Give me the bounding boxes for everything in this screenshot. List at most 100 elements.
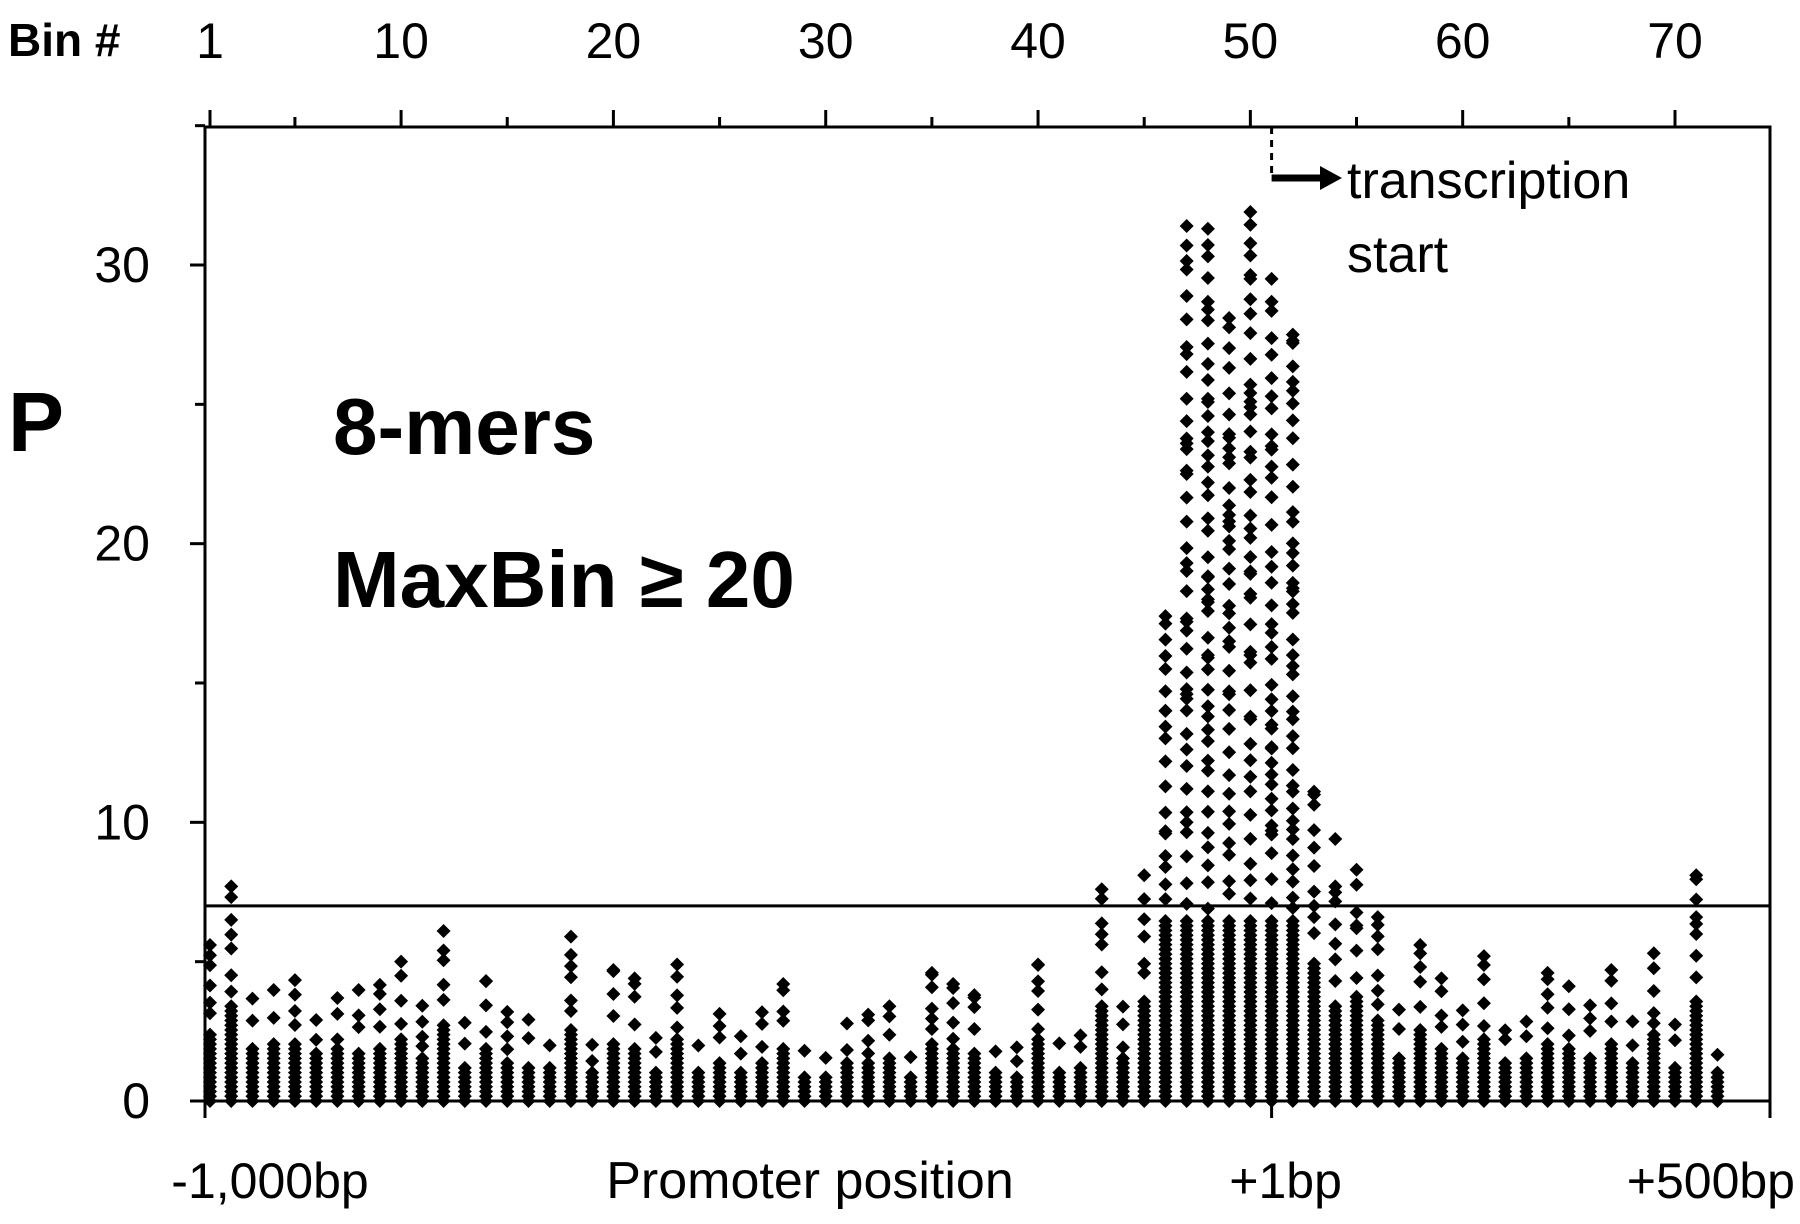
data-point (670, 1000, 685, 1015)
data-point (1307, 926, 1322, 941)
data-point (1264, 401, 1279, 416)
data-point (606, 963, 621, 978)
data-point (1285, 479, 1300, 494)
data-point (1604, 963, 1619, 978)
data-point (1264, 427, 1279, 442)
data-point (1179, 364, 1194, 379)
top-axis-label: Bin # (8, 14, 120, 66)
data-point (1179, 726, 1194, 741)
data-point (1200, 784, 1215, 799)
data-point (1243, 736, 1258, 751)
data-point (1179, 563, 1194, 578)
data-point (1264, 271, 1279, 286)
data-point (1222, 360, 1237, 375)
data-point (733, 1065, 748, 1080)
data-point (1137, 965, 1152, 980)
data-point (1243, 407, 1258, 422)
data-point (266, 1010, 281, 1025)
data-point (585, 1037, 600, 1052)
data-point (1285, 813, 1300, 828)
data-point (287, 987, 302, 1002)
data-point (776, 1041, 791, 1056)
data-point (1349, 989, 1364, 1004)
data-point (436, 977, 451, 992)
data-point (1222, 441, 1237, 456)
data-point (1094, 937, 1109, 952)
data-point (924, 965, 939, 980)
data-point (1625, 1056, 1640, 1071)
data-point (691, 1038, 706, 1053)
data-point (1200, 570, 1215, 585)
data-point (1200, 753, 1215, 768)
data-point (1009, 1040, 1024, 1055)
data-point (1285, 413, 1300, 428)
data-point (1222, 481, 1237, 496)
data-point (1285, 396, 1300, 411)
data-point (1137, 956, 1152, 971)
data-point (1285, 913, 1300, 928)
data-point (1604, 1014, 1619, 1029)
data-point (1413, 999, 1428, 1014)
data-point (1413, 937, 1428, 952)
data-point (1264, 872, 1279, 887)
data-point (1307, 859, 1322, 874)
data-point (1689, 970, 1704, 985)
data-point (1052, 1036, 1067, 1051)
data-point (1285, 689, 1300, 704)
data-point (500, 1015, 515, 1030)
data-point (1243, 217, 1258, 232)
data-point (1285, 658, 1300, 673)
data-point (542, 1038, 557, 1053)
data-point (563, 970, 578, 985)
data-point (1370, 929, 1385, 944)
data-point (1264, 639, 1279, 654)
data-point (1200, 682, 1215, 697)
data-point (1455, 1003, 1470, 1018)
data-point (479, 974, 494, 989)
data-point (988, 1065, 1003, 1080)
data-point (1370, 917, 1385, 932)
data-point (563, 947, 578, 962)
tss-label-line-2: start (1347, 226, 1449, 284)
data-point (670, 988, 685, 1003)
data-point (1222, 620, 1237, 635)
data-point (903, 1050, 918, 1065)
data-point (1285, 597, 1300, 612)
data-point (776, 976, 791, 991)
data-point (224, 968, 239, 983)
data-point (606, 1008, 621, 1023)
data-point (1307, 910, 1322, 925)
data-point (1243, 351, 1258, 366)
data-point (1668, 1060, 1682, 1075)
data-point (1243, 326, 1258, 341)
data-point (1583, 1051, 1598, 1066)
data-point (1200, 356, 1215, 371)
data-point (1200, 313, 1215, 328)
data-point (1689, 868, 1704, 883)
data-point (670, 957, 685, 972)
data-point (755, 1056, 770, 1071)
data-point (1243, 617, 1258, 632)
data-point (563, 929, 578, 944)
data-point (1285, 900, 1300, 915)
data-point (1243, 807, 1258, 822)
data-point (1285, 890, 1300, 905)
data-point (1179, 262, 1194, 277)
top-tick-label: 70 (1647, 13, 1703, 69)
data-point (585, 1065, 600, 1080)
data-point (1158, 632, 1173, 647)
data-point (1073, 1060, 1088, 1075)
data-point (1200, 630, 1215, 645)
data-point (309, 1046, 324, 1061)
data-point (1264, 803, 1279, 818)
data-point (1158, 913, 1173, 928)
data-point (1222, 310, 1237, 325)
data-point (1243, 248, 1258, 263)
data-point (1200, 709, 1215, 724)
data-point (1243, 873, 1258, 888)
data-point (1179, 514, 1194, 529)
data-point (542, 1060, 557, 1075)
data-point (1264, 517, 1279, 532)
data-point (1391, 1002, 1406, 1017)
data-point (1115, 1040, 1130, 1055)
